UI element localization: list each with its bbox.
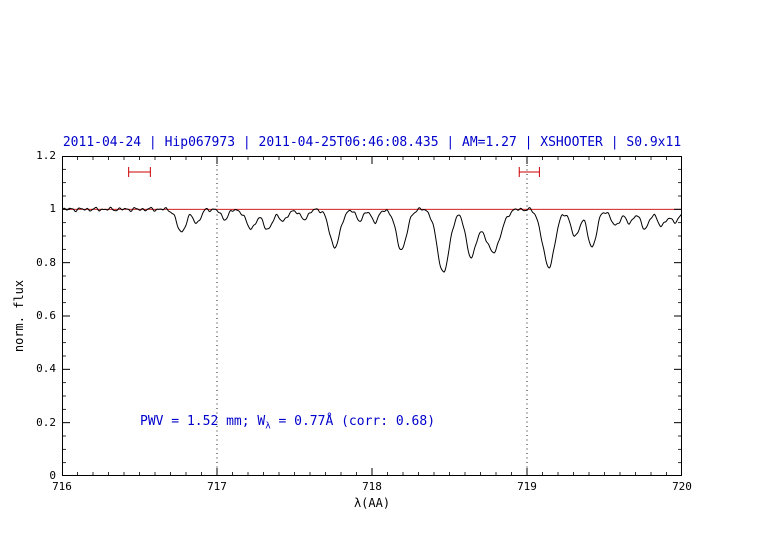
x-tick-label: 717 — [207, 480, 227, 493]
plot-area: PWV = 1.52 mm; Wλ = 0.77Å (corr: 0.68) — [62, 156, 682, 476]
x-tick-label: 720 — [672, 480, 692, 493]
x-tick-label: 719 — [517, 480, 537, 493]
spectrum-svg — [62, 156, 682, 476]
annotation-prefix: PWV = 1.52 mm; W — [140, 414, 266, 429]
annotation-suffix: = 0.77Å (corr: 0.68) — [270, 414, 436, 429]
pwv-annotation: PWV = 1.52 mm; Wλ = 0.77Å (corr: 0.68) — [140, 414, 435, 432]
y-axis-label: norm. flux — [12, 279, 26, 353]
annotation-subscript: λ — [265, 421, 271, 432]
plot-title: 2011-04-24 | Hip067973 | 2011-04-25T06:4… — [62, 135, 682, 150]
x-axis-label: λ(AA) — [353, 496, 391, 510]
x-tick-label: 718 — [362, 480, 382, 493]
x-tick-label: 716 — [52, 480, 72, 493]
